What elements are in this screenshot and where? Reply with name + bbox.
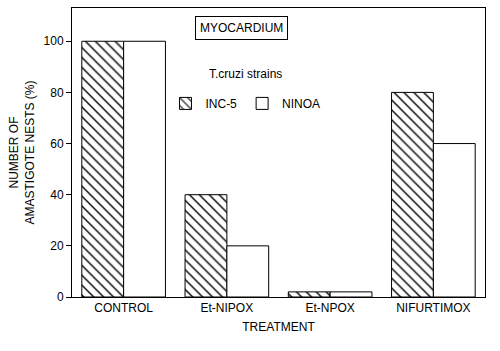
svg-text:NIFURTIMOX: NIFURTIMOX [396, 301, 470, 315]
svg-text:MYOCARDIUM: MYOCARDIUM [200, 21, 283, 35]
svg-text:NUMBER OFAMASTIGOTE NESTS (%): NUMBER OFAMASTIGOTE NESTS (%) [7, 80, 37, 224]
svg-text:Et-NIPOX: Et-NIPOX [201, 301, 254, 315]
svg-text:40: 40 [50, 188, 64, 202]
svg-text:100: 100 [44, 34, 64, 48]
svg-text:60: 60 [50, 137, 64, 151]
svg-text:Et-NPOX: Et-NPOX [305, 301, 354, 315]
svg-text:T.cruzi strains: T.cruzi strains [209, 67, 282, 81]
svg-text:CONTROL: CONTROL [94, 301, 153, 315]
svg-text:INC-5: INC-5 [205, 97, 237, 111]
svg-text:TREATMENT: TREATMENT [242, 320, 315, 334]
svg-text:NINOA: NINOA [282, 97, 320, 111]
svg-text:20: 20 [50, 239, 64, 253]
svg-text:80: 80 [50, 86, 64, 100]
svg-text:0: 0 [57, 290, 64, 304]
